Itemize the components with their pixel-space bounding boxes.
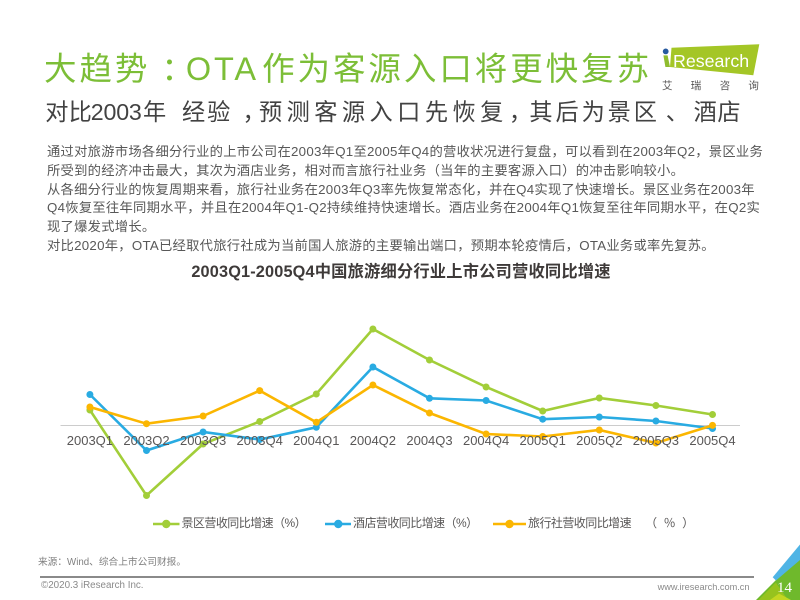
svg-text:14: 14: [777, 580, 793, 596]
svg-text:Research: Research: [673, 51, 749, 71]
